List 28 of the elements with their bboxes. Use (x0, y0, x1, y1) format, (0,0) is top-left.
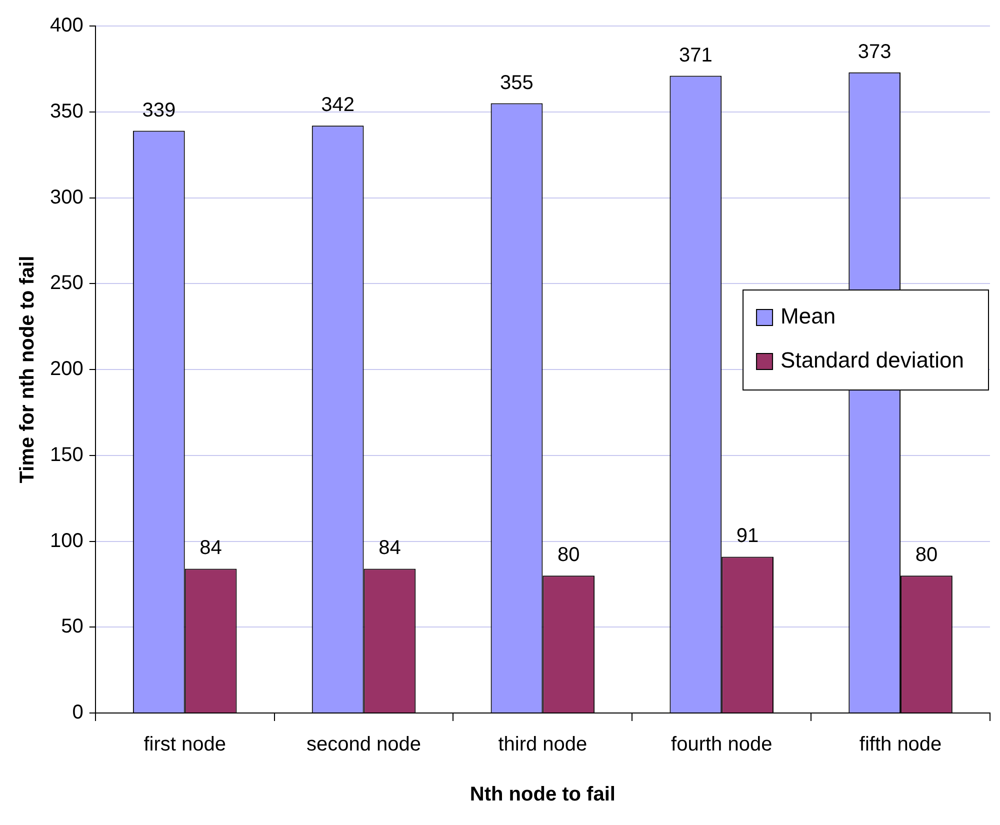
y-tick-label: 200 (50, 358, 84, 380)
y-tick-label: 100 (50, 530, 84, 552)
data-label: 342 (321, 94, 354, 116)
data-label: 91 (736, 525, 759, 548)
data-label: 80 (558, 544, 580, 566)
data-label: 373 (858, 40, 892, 63)
x-tick-label: fourth node (671, 734, 772, 756)
y-axis-title: Time for nth node to fail (16, 256, 39, 484)
y-tick-label: 400 (50, 14, 84, 37)
data-label: 84 (200, 537, 222, 560)
y-tick-label: 0 (72, 702, 84, 724)
data-label: 339 (142, 99, 176, 122)
y-tick-label: 50 (61, 616, 84, 638)
y-tick-label: 250 (50, 272, 84, 294)
data-label: 84 (378, 537, 401, 560)
legend-label: Standard deviation (780, 348, 964, 373)
data-label: 371 (678, 44, 712, 66)
data-label: 80 (915, 544, 938, 566)
x-tick-label: fifth node (859, 734, 942, 756)
y-tick-label: 350 (50, 100, 84, 122)
x-tick-label: first node (144, 734, 226, 756)
x-tick-label: third node (498, 734, 588, 756)
y-tick-label: 300 (50, 186, 84, 208)
y-tick-label: 150 (50, 444, 84, 466)
data-label: 355 (500, 72, 534, 94)
x-tick-label: second node (306, 734, 422, 756)
legend-label: Mean (780, 304, 836, 329)
x-axis-title: Nth node to fail (470, 784, 616, 806)
